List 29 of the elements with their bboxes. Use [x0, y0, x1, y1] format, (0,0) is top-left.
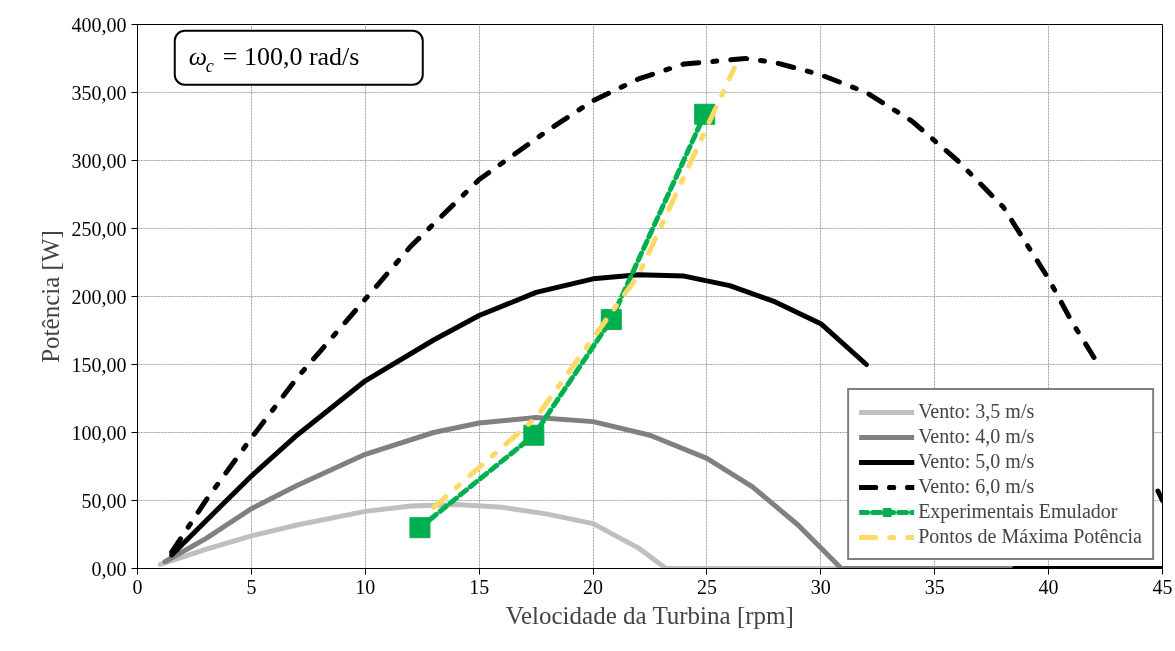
point: [523, 424, 545, 446]
legend-label: Experimentais Emulador: [918, 500, 1118, 523]
y-tick-label: 250,00: [71, 217, 127, 240]
x-tick-label: 0: [132, 575, 143, 598]
x-tick-label: 45: [1152, 575, 1173, 598]
legend-label: Vento: 6,0 m/s: [918, 475, 1035, 498]
y-tick-label: 350,00: [71, 81, 127, 104]
x-axis-title: Velocidade da Turbina [rpm]: [505, 601, 794, 629]
x-tick-label: 5: [246, 575, 257, 598]
y-tick-label: 150,00: [71, 353, 127, 376]
x-tick-label: 35: [924, 575, 945, 598]
point: [409, 517, 431, 539]
y-tick-label: 50,00: [81, 489, 127, 512]
x-tick-label: 10: [355, 575, 376, 598]
legend-label: Pontos de Máxima Potência: [918, 525, 1142, 548]
x-tick-label: 40: [1038, 575, 1059, 598]
y-axis-title: Potência [W]: [36, 230, 64, 363]
x-tick-label: 20: [583, 575, 604, 598]
y-tick-label: 300,00: [71, 149, 127, 172]
y-tick-label: 100,00: [71, 421, 127, 444]
y-tick-label: 0,00: [91, 557, 127, 580]
y-tick-label: 200,00: [71, 285, 127, 308]
legend-label: Vento: 3,5 m/s: [918, 400, 1035, 423]
x-tick-label: 15: [469, 575, 490, 598]
legend-label: Vento: 4,0 m/s: [918, 425, 1035, 448]
x-tick-label: 30: [810, 575, 831, 598]
y-tick-label: 400,00: [71, 13, 127, 36]
legend-label: Vento: 5,0 m/s: [918, 450, 1035, 473]
x-tick-label: 25: [696, 575, 717, 598]
